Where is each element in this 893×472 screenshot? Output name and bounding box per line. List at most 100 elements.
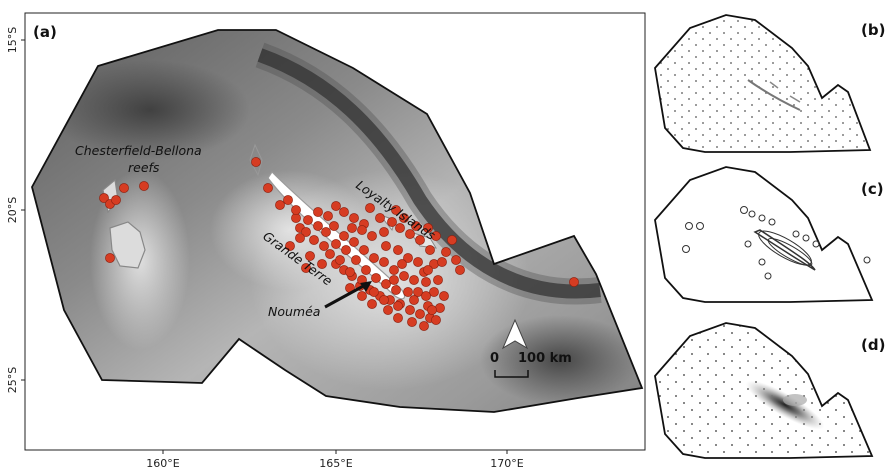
scale-distance: 100 km xyxy=(518,351,572,366)
survey-point xyxy=(99,193,109,203)
survey-point xyxy=(433,275,443,285)
survey-point xyxy=(423,223,433,233)
survey-point xyxy=(437,257,447,267)
survey-point xyxy=(105,253,115,263)
survey-point xyxy=(367,231,377,241)
survey-point xyxy=(351,255,361,265)
survey-point xyxy=(447,235,457,245)
survey-point xyxy=(399,271,409,281)
survey-point xyxy=(321,227,331,237)
panel-label-d: (d) xyxy=(861,336,885,354)
scale-bar: 0 100 km xyxy=(490,351,572,378)
survey-point xyxy=(295,233,305,243)
panel-label-b: (b) xyxy=(861,21,885,39)
main-map-panel: 0 100 km Chesterfield-Bellona reefs Loya… xyxy=(6,12,646,470)
survey-point xyxy=(419,321,429,331)
survey-point xyxy=(335,255,345,265)
x-tick-label: 165°E xyxy=(319,457,352,470)
survey-point xyxy=(425,245,435,255)
survey-point xyxy=(313,207,323,217)
north-arrow-icon xyxy=(501,318,529,350)
survey-point xyxy=(451,255,461,265)
inset-c-outline xyxy=(654,166,874,303)
survey-point xyxy=(375,213,385,223)
y-axis: 15°S 20°S 25°S xyxy=(6,27,25,393)
survey-point xyxy=(251,157,261,167)
survey-point xyxy=(361,265,371,275)
survey-point xyxy=(429,287,439,297)
survey-point xyxy=(369,287,379,297)
survey-point xyxy=(275,200,285,210)
y-tick-label: 20°S xyxy=(6,197,19,223)
survey-point xyxy=(413,257,423,267)
survey-point xyxy=(421,291,431,301)
survey-point xyxy=(383,305,393,315)
survey-point xyxy=(369,253,379,263)
survey-point xyxy=(371,273,381,283)
survey-points xyxy=(99,157,579,331)
survey-point xyxy=(139,181,149,191)
survey-point xyxy=(349,213,359,223)
survey-point xyxy=(409,275,419,285)
noumea-arrowhead xyxy=(360,281,372,292)
survey-point xyxy=(405,305,415,315)
survey-point xyxy=(329,221,339,231)
survey-point xyxy=(427,305,437,315)
x-tick-label: 170°E xyxy=(490,457,523,470)
survey-point xyxy=(341,245,351,255)
survey-point xyxy=(263,183,273,193)
survey-point xyxy=(431,315,441,325)
noumea-arrow xyxy=(324,282,368,309)
survey-point xyxy=(403,253,413,263)
survey-point xyxy=(291,205,301,215)
survey-point xyxy=(339,231,349,241)
survey-point xyxy=(319,241,329,251)
survey-point xyxy=(285,241,295,251)
panel-label-c: (c) xyxy=(861,180,884,198)
label-noumea: Nouméa xyxy=(268,304,320,319)
survey-point xyxy=(119,183,129,193)
survey-point xyxy=(379,257,389,267)
survey-point xyxy=(325,249,335,259)
survey-point xyxy=(399,213,409,223)
survey-point xyxy=(365,203,375,213)
survey-point xyxy=(379,227,389,237)
survey-point xyxy=(387,217,397,227)
survey-point xyxy=(403,287,413,297)
label-chesterfield-reefs: reefs xyxy=(128,160,160,175)
survey-point xyxy=(439,291,449,301)
survey-point xyxy=(309,235,319,245)
inset-c-contours xyxy=(682,206,871,280)
survey-point xyxy=(393,313,403,323)
survey-point xyxy=(441,247,451,257)
survey-point xyxy=(455,265,465,275)
survey-point xyxy=(379,295,389,305)
main-map-outline xyxy=(31,29,644,413)
survey-point xyxy=(317,259,327,269)
survey-point xyxy=(397,259,407,269)
survey-point xyxy=(381,279,391,289)
x-tick-label: 160°E xyxy=(146,457,179,470)
survey-point xyxy=(413,287,423,297)
bellona-reef-outline xyxy=(109,221,146,269)
survey-point xyxy=(381,241,391,251)
survey-point xyxy=(323,211,333,221)
survey-point xyxy=(393,245,403,255)
survey-point xyxy=(389,265,399,275)
x-axis: 160°E 165°E 170°E xyxy=(146,450,524,470)
survey-point xyxy=(331,201,341,211)
panel-label-a: (a) xyxy=(33,23,57,41)
survey-point xyxy=(389,275,399,285)
survey-point xyxy=(349,237,359,247)
survey-point xyxy=(339,207,349,217)
survey-point xyxy=(431,231,441,241)
survey-point xyxy=(421,277,431,287)
survey-point xyxy=(313,221,323,231)
survey-point xyxy=(407,317,417,327)
survey-point xyxy=(391,205,401,215)
survey-point xyxy=(111,195,121,205)
scale-zero: 0 xyxy=(490,351,499,366)
survey-point xyxy=(405,229,415,239)
survey-point xyxy=(283,195,293,205)
